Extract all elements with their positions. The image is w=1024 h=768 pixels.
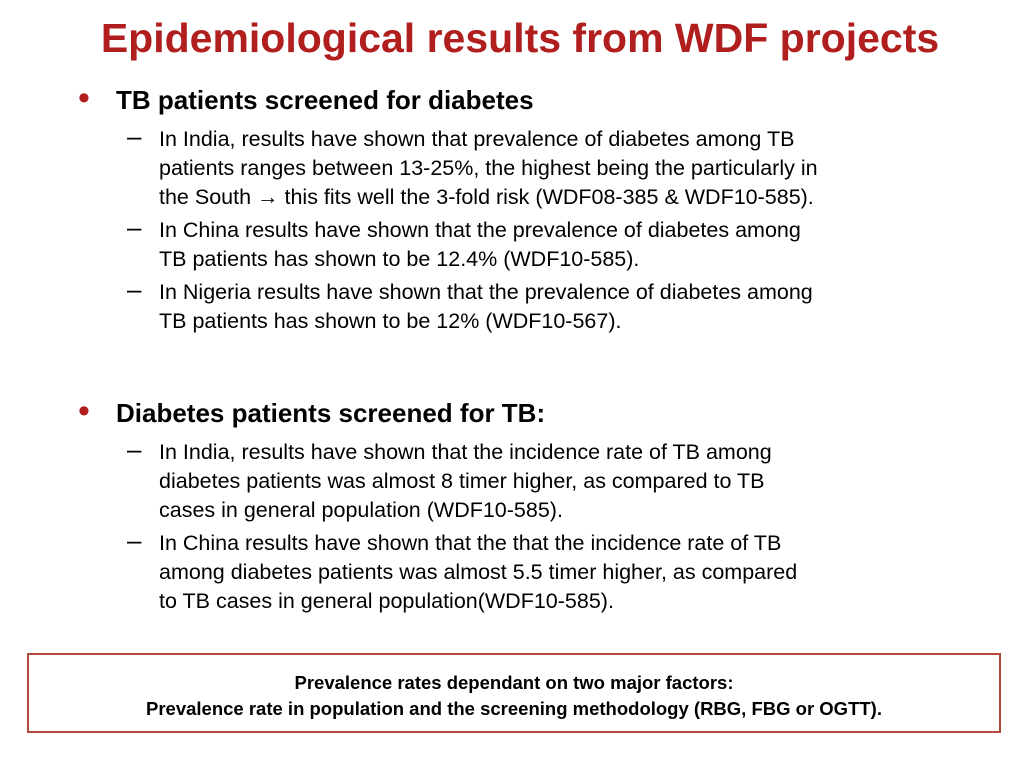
sub-item-line: the South → this fits well the 3-fold ri… [159, 185, 814, 209]
sub-item-line: In Nigeria results have shown that the p… [159, 280, 813, 304]
sub-item-nigeria: – In Nigeria results have shown that the… [78, 274, 818, 336]
section-heading: TB patients screened for diabetes [116, 85, 534, 115]
sub-item-line: TB patients has shown to be 12% (WDF10-5… [159, 309, 622, 333]
section-heading: Diabetes patients screened for TB: [116, 398, 546, 428]
sub-item-china: – In China results have shown that the p… [78, 212, 818, 274]
sub-item-line: patients ranges between 13-25%, the high… [159, 156, 818, 180]
sub-item-india: – In India, results have shown that prev… [78, 121, 818, 212]
section-tb-patients: • TB patients screened for diabetes – In… [78, 79, 818, 336]
note-line-1: Prevalence rates dependant on two major … [294, 672, 734, 693]
sub-item-china: – In China results have shown that the t… [78, 525, 798, 616]
slide-title: Epidemiological results from WDF project… [100, 15, 940, 61]
section-diabetes-patients: • Diabetes patients screened for TB: – I… [78, 392, 798, 616]
sub-item-line: diabetes patients was almost 8 timer hig… [159, 469, 765, 493]
dash-icon: – [127, 274, 142, 304]
sub-item-india: – In India, results have shown that the … [78, 434, 797, 525]
dash-icon: – [127, 434, 142, 464]
sub-item-line: cases in general population (WDF10-585). [159, 498, 563, 522]
sub-item-line: to TB cases in general population(WDF10-… [159, 589, 614, 613]
sub-item-line: In India, results have shown that preval… [159, 127, 795, 151]
note-box: Prevalence rates dependant on two major … [27, 653, 1001, 733]
sub-item-line: among diabetes patients was almost 5.5 t… [159, 560, 798, 584]
dash-icon: – [127, 212, 142, 242]
bullet-icon: • [78, 392, 90, 430]
sub-list: – In India, results have shown that prev… [78, 121, 818, 336]
sub-list: – In India, results have shown that the … [78, 434, 798, 616]
sub-item-line: In China results have shown that the tha… [159, 531, 782, 555]
note-line-2: Prevalence rate in population and the sc… [146, 698, 882, 719]
sub-item-line: In India, results have shown that the in… [159, 440, 772, 464]
bullet-heading-row: • TB patients screened for diabetes [78, 79, 818, 120]
bullet-heading-row: • Diabetes patients screened for TB: [78, 392, 797, 433]
bullet-icon: • [78, 79, 90, 117]
dash-icon: – [127, 525, 142, 555]
sub-item-line: TB patients has shown to be 12.4% (WDF10… [159, 247, 640, 271]
sub-item-line: In China results have shown that the pre… [159, 218, 801, 242]
dash-icon: – [127, 121, 142, 151]
